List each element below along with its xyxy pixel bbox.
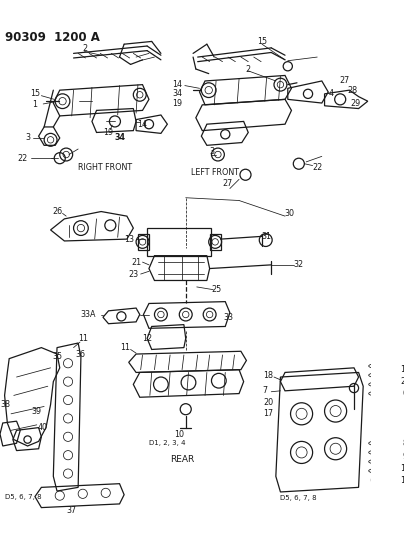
Text: 24: 24 (400, 377, 404, 386)
Text: 2: 2 (82, 44, 87, 53)
Text: 90309  1200 A: 90309 1200 A (4, 31, 99, 44)
Text: 15: 15 (257, 37, 267, 46)
Text: 9: 9 (403, 451, 404, 461)
Text: 22: 22 (18, 154, 28, 163)
Text: 17: 17 (400, 477, 404, 486)
Text: 39: 39 (32, 407, 42, 416)
Text: 8: 8 (403, 439, 404, 448)
Text: 6: 6 (403, 389, 404, 398)
Text: 16: 16 (400, 464, 404, 473)
Text: 3: 3 (209, 147, 214, 156)
Text: 12: 12 (142, 334, 152, 343)
Text: 14: 14 (137, 120, 147, 128)
Text: 35: 35 (52, 352, 62, 361)
Text: 32: 32 (294, 260, 304, 269)
Text: 34: 34 (173, 90, 183, 99)
Text: 7: 7 (262, 386, 267, 395)
Text: D5, 6, 7, 8: D5, 6, 7, 8 (4, 494, 41, 499)
Text: 27: 27 (340, 76, 350, 85)
Text: 36: 36 (76, 350, 86, 359)
Text: 20: 20 (263, 398, 274, 407)
Text: 18: 18 (263, 370, 274, 379)
Text: 2: 2 (246, 64, 251, 74)
Text: 19: 19 (173, 99, 183, 108)
Text: D1, 2, 3, 4: D1, 2, 3, 4 (149, 440, 185, 446)
Text: 19: 19 (103, 128, 114, 137)
Text: 34: 34 (114, 133, 125, 142)
Text: 23: 23 (128, 270, 139, 279)
Text: 33: 33 (223, 313, 233, 322)
Text: 33A: 33A (80, 310, 96, 319)
Text: 21: 21 (131, 257, 141, 266)
Text: 3: 3 (25, 133, 30, 142)
Text: 17: 17 (263, 409, 274, 418)
Text: 29: 29 (351, 99, 361, 108)
Text: 4: 4 (328, 90, 333, 99)
Text: 10: 10 (174, 430, 184, 439)
Text: 16: 16 (400, 365, 404, 374)
Bar (147, 228, 211, 256)
Text: 27: 27 (222, 180, 232, 189)
Text: D5, 6, 7, 8: D5, 6, 7, 8 (280, 495, 317, 502)
Text: 11: 11 (78, 334, 88, 343)
Text: RIGHT FRONT: RIGHT FRONT (78, 163, 132, 172)
Text: 28: 28 (347, 86, 357, 95)
Text: 15: 15 (30, 90, 40, 99)
Text: 14: 14 (173, 80, 183, 89)
Text: 13: 13 (124, 235, 134, 244)
Text: 31: 31 (262, 232, 271, 241)
Text: 1: 1 (32, 100, 38, 109)
Text: 11: 11 (120, 343, 130, 352)
Text: 30: 30 (285, 209, 295, 218)
Text: 37: 37 (67, 506, 77, 515)
Text: REAR: REAR (170, 455, 194, 464)
Text: 26: 26 (52, 207, 62, 216)
Text: 40: 40 (37, 423, 47, 432)
Bar (210, 233, 221, 250)
Text: 22: 22 (312, 163, 322, 172)
Text: 25: 25 (211, 285, 221, 294)
Bar (138, 233, 149, 250)
Text: LEFT FRONT: LEFT FRONT (191, 168, 239, 177)
Text: 38: 38 (0, 400, 10, 409)
